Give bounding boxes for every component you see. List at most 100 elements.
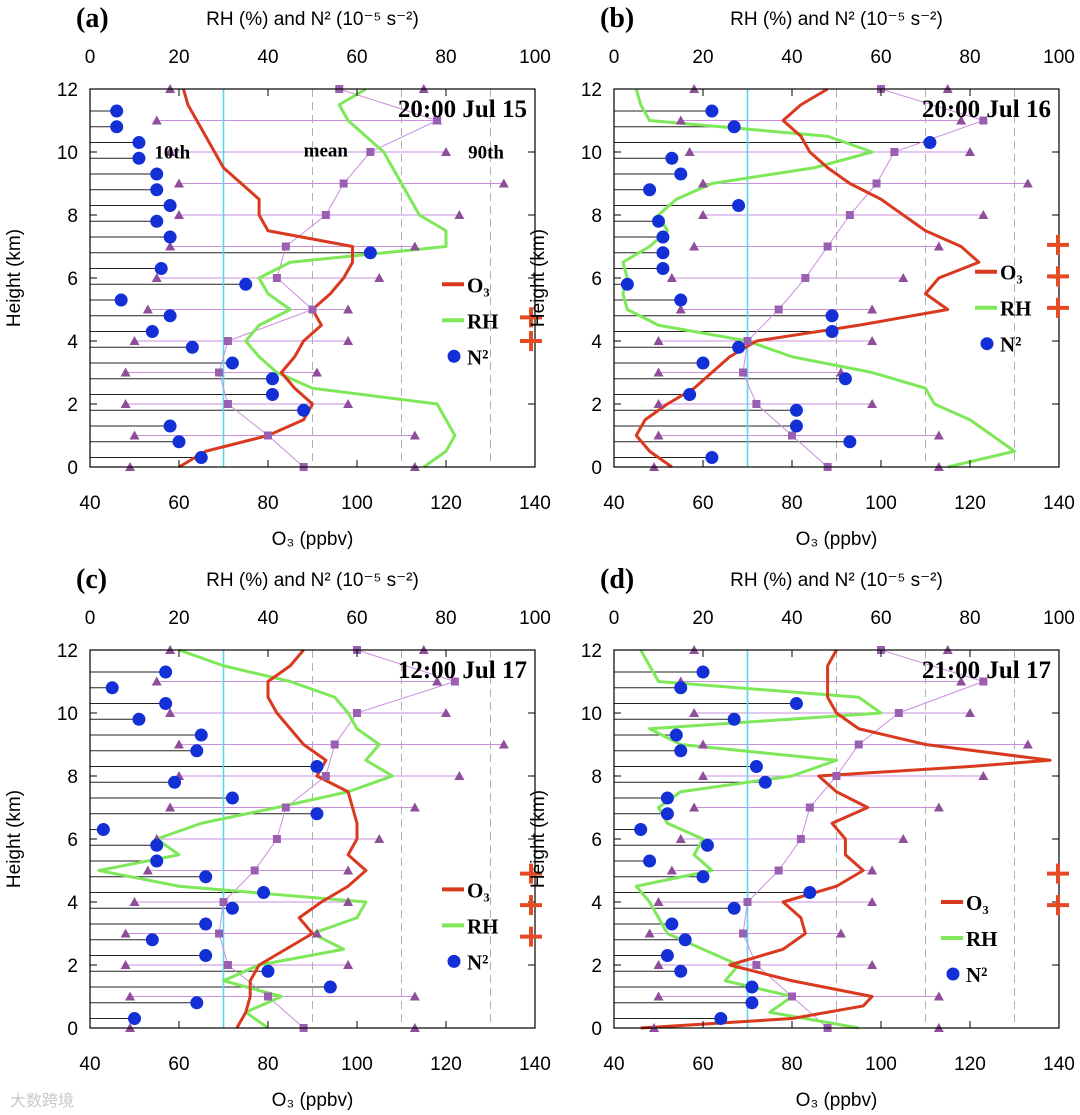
percentile-marker [142, 865, 153, 875]
percentile-marker [698, 771, 708, 780]
percentile-marker [432, 676, 443, 686]
n2-point [128, 1012, 141, 1026]
x-bottom-tick-label: 60 [692, 1054, 713, 1075]
percentile-marker [311, 367, 322, 377]
mean-marker [854, 740, 863, 749]
n2-point [194, 451, 208, 465]
percentile-marker [666, 865, 677, 875]
percentile-marker [675, 115, 686, 125]
n2-point [923, 136, 937, 150]
x-top-tick-label: 0 [609, 47, 620, 68]
percentile-marker [653, 991, 664, 1001]
mean-marker [281, 803, 290, 812]
o3-line [640, 649, 1052, 1030]
mean-marker [308, 305, 317, 314]
n2-point [696, 870, 710, 884]
n2-point [838, 372, 852, 386]
x-bottom-tick-label: 60 [692, 493, 713, 514]
percentile-marker [343, 960, 354, 969]
mean-marker [264, 431, 272, 440]
percentile-marker [151, 273, 162, 282]
percentile-marker [933, 991, 944, 1001]
x-top-tick-label: 40 [781, 47, 802, 68]
percentile-marker [978, 771, 989, 780]
n2-point [194, 728, 208, 742]
percentile-marker [653, 367, 664, 377]
x-top-axis-title: RH (%) and N² (10⁻⁵ s⁻²) [206, 570, 419, 591]
legend-rh-label: RH [467, 914, 499, 938]
x-top-tick-label: 60 [346, 608, 367, 629]
panel-1: 40 60 80 100 120 140 0 20 40 60 80 100 0 2 4 6 8 10 12 O₃ (… [4, 3, 551, 550]
mean-marker [272, 835, 281, 843]
mean-marker [743, 898, 752, 906]
x-bottom-tick-label: 60 [168, 1054, 189, 1075]
mean-marker [752, 961, 761, 969]
percentile-marker [653, 336, 664, 345]
mean-marker [739, 929, 748, 938]
mean-marker [433, 116, 442, 125]
y-tick-label: 10 [581, 704, 602, 725]
percentile-marker [343, 865, 354, 875]
y-tick-label: 0 [67, 1019, 78, 1040]
n2-point [696, 665, 710, 679]
legend-n2-label: N² [467, 345, 488, 369]
legend-n2-swatch [447, 349, 461, 363]
percentile-marker [867, 399, 878, 408]
y-tick-label: 8 [591, 206, 602, 227]
n2-point [656, 246, 670, 260]
n2-point [363, 246, 377, 260]
mean-marker [250, 866, 259, 875]
y-tick-label: 0 [591, 1019, 602, 1040]
n2-point [150, 183, 164, 197]
n2-point [150, 838, 164, 852]
x-bottom-tick-label: 140 [1043, 493, 1075, 514]
x-bottom-tick-label: 80 [781, 1054, 802, 1075]
x-top-axis-title: RH (%) and N² (10⁻⁵ s⁻²) [730, 9, 943, 30]
n2-point [225, 901, 239, 915]
y-tick-label: 0 [591, 458, 602, 479]
percentile-marker [698, 178, 708, 188]
percentile-marker [689, 708, 700, 717]
percentile-marker [125, 991, 136, 1001]
mean-marker [366, 148, 375, 156]
x-top-tick-label: 0 [85, 608, 96, 629]
percentile-marker [933, 802, 944, 812]
y-axis-title: Height (km) [528, 229, 549, 327]
n2-point [323, 980, 337, 994]
n2-point [168, 775, 182, 789]
panel-title: 20:00 Jul 16 [922, 96, 1051, 123]
n2-point [656, 262, 670, 276]
n2-point [705, 104, 719, 118]
y-tick-label: 2 [591, 956, 602, 977]
mean-marker [272, 274, 281, 282]
n2-point [665, 917, 679, 931]
percentile-marker [174, 739, 184, 749]
x-bottom-tick-label: 100 [865, 1054, 897, 1075]
n2-point [132, 136, 146, 150]
panel-3: 40 60 80 100 120 140 0 20 40 60 80 100 0 2 4 6 8 10 12 O₃ (… [4, 564, 551, 1111]
x-top-tick-label: 80 [435, 47, 456, 68]
x-bottom-tick-label: 120 [954, 1054, 986, 1075]
n2-point [660, 807, 674, 821]
mean-marker [774, 866, 783, 875]
n2-point [163, 230, 177, 244]
n2-point [225, 356, 239, 370]
plus-marker [520, 331, 542, 351]
x-top-tick-label: 80 [959, 608, 980, 629]
n2-point [643, 183, 657, 197]
mean-marker [743, 337, 752, 345]
panel-title: 12:00 Jul 17 [398, 657, 527, 684]
x-top-tick-label: 80 [435, 608, 456, 629]
percentile-marker [343, 897, 354, 906]
n2-point [159, 665, 173, 679]
percentile-marker [978, 210, 989, 219]
mean-marker [796, 835, 805, 843]
n2-point [683, 388, 697, 402]
n2-point [803, 886, 817, 900]
n2-point [727, 712, 741, 726]
x-bottom-axis-title: O₃ (ppbv) [272, 1090, 354, 1111]
percentile-marker [165, 802, 176, 812]
n2-point [154, 262, 168, 276]
mean-marker [223, 400, 232, 408]
